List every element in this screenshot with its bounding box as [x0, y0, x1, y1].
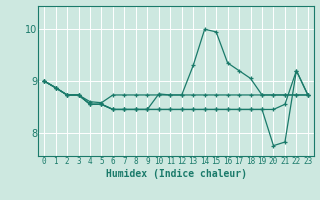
X-axis label: Humidex (Indice chaleur): Humidex (Indice chaleur) — [106, 169, 246, 179]
